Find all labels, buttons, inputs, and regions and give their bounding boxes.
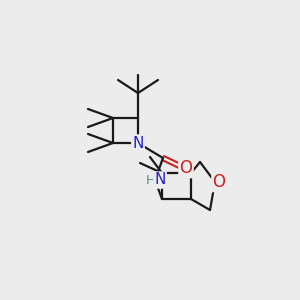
Text: N: N xyxy=(154,172,166,188)
Text: H: H xyxy=(145,173,155,187)
Text: N: N xyxy=(132,136,144,151)
Text: O: O xyxy=(212,173,226,191)
Text: O: O xyxy=(179,159,193,177)
